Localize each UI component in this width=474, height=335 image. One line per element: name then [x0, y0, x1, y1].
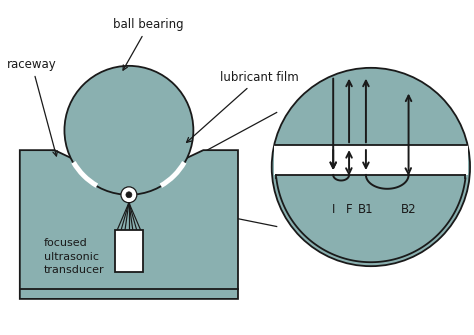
Circle shape: [126, 192, 132, 198]
Circle shape: [121, 187, 137, 203]
Text: I: I: [331, 203, 335, 216]
Text: B1: B1: [358, 203, 374, 216]
Wedge shape: [160, 161, 186, 188]
Wedge shape: [72, 161, 98, 188]
Text: B2: B2: [401, 203, 416, 216]
Text: ball bearing: ball bearing: [113, 18, 184, 70]
Bar: [273, 145, 468, 175]
Circle shape: [64, 66, 193, 195]
Polygon shape: [276, 175, 465, 262]
Text: focused
ultrasonic
transducer: focused ultrasonic transducer: [44, 239, 104, 275]
Text: raceway: raceway: [7, 58, 57, 156]
Text: F: F: [346, 203, 352, 216]
Circle shape: [272, 68, 470, 266]
Polygon shape: [20, 150, 238, 299]
Bar: [115, 230, 143, 272]
Text: lubricant film: lubricant film: [187, 71, 299, 142]
